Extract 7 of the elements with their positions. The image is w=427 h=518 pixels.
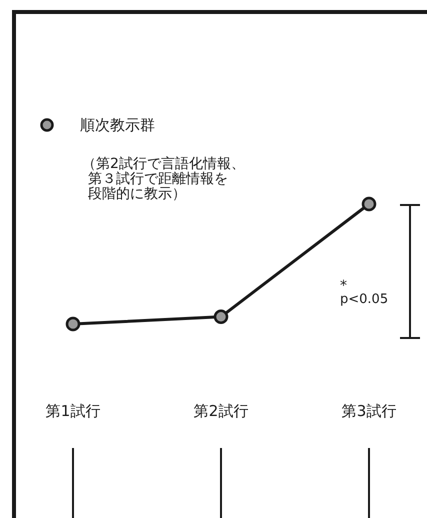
text: （第2試行で言語化情報、第３試行で距離情報を段階的に教示） xyxy=(82,156,245,202)
x-tick-label: 第3試行 xyxy=(342,402,396,420)
legend-label: 順次教示群 xyxy=(80,116,155,134)
x-tick-label: 第1試行 xyxy=(46,402,100,420)
annotation: p<0.05 xyxy=(340,292,388,307)
annotation: * xyxy=(340,278,347,294)
x-tick-label: 第2試行 xyxy=(194,402,248,420)
